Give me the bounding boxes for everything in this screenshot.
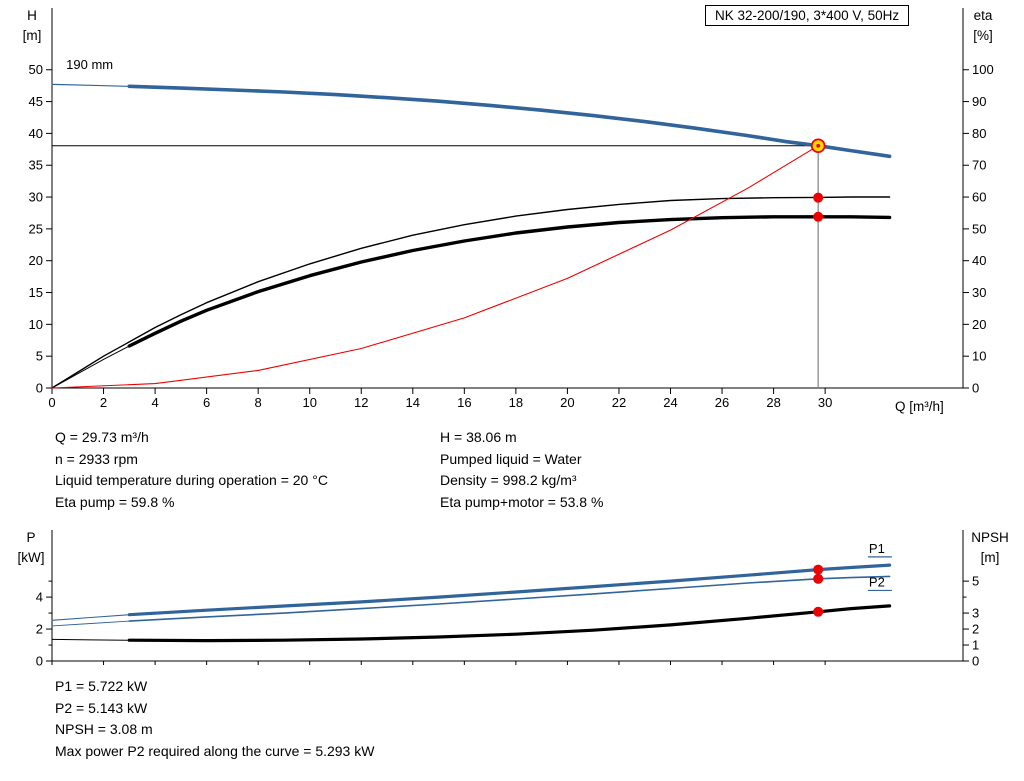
p2-curve-lead xyxy=(51,620,130,627)
duty-info-left-column: Q = 29.73 m³/h n = 2933 rpm Liquid tempe… xyxy=(55,427,328,513)
duty-point-center xyxy=(816,143,821,148)
power_chart-yleft-label: 2 xyxy=(36,622,43,637)
info-flow: Q = 29.73 m³/h xyxy=(55,429,149,445)
eta-pump-point xyxy=(813,192,824,203)
qh_chart-x-label: 6 xyxy=(203,395,210,410)
p2-curve xyxy=(128,575,891,622)
qh_chart-x-label: 22 xyxy=(612,395,626,410)
eta-axis-title: eta [%] xyxy=(960,6,1006,46)
qh_chart-yleft-label: 45 xyxy=(29,94,43,109)
qh_chart-yright-label: 20 xyxy=(972,317,986,332)
info-density: Density = 998.2 kg/m³ xyxy=(440,472,577,488)
p1-label: P1 xyxy=(869,541,885,556)
p-axis-title: P [kW] xyxy=(8,528,54,568)
qh-curve xyxy=(127,84,892,159)
eta-pump-motor-curve-lead xyxy=(51,345,130,389)
pump-model-title: NK 32-200/190, 3*400 V, 50Hz xyxy=(705,5,910,26)
eta-pump-curve xyxy=(51,196,891,389)
info-p1: P1 = 5.722 kW xyxy=(55,678,148,694)
qh_chart-x-label: 24 xyxy=(663,395,677,410)
qh_chart-yleft-label: 35 xyxy=(29,158,43,173)
qh_chart-x-label: 2 xyxy=(100,395,107,410)
power_chart-yright-label: 3 xyxy=(972,606,979,621)
qh_chart-yleft-label: 15 xyxy=(29,285,43,300)
qh_chart-yright-label: 90 xyxy=(972,94,986,109)
qh_chart-yright-label: 60 xyxy=(972,190,986,205)
qh-curve-lead xyxy=(51,83,133,88)
qh_chart-yright-label: 0 xyxy=(972,381,979,396)
qh_chart-x-label: 12 xyxy=(354,395,368,410)
qh_chart-yright-label: 40 xyxy=(972,253,986,268)
system-curve xyxy=(51,145,819,389)
p1-curve xyxy=(127,563,892,617)
qh_chart-x-label: 10 xyxy=(302,395,316,410)
qh_chart-x-label: 0 xyxy=(48,395,55,410)
power_chart-yright-label: 2 xyxy=(972,622,979,637)
npsh-curve xyxy=(127,604,892,643)
power_chart-yright-label: 5 xyxy=(972,574,979,589)
qh_chart-yleft-label: 30 xyxy=(29,190,43,205)
duty-info-right-column: H = 38.06 m Pumped liquid = Water Densit… xyxy=(440,427,603,513)
qh_chart-x-label: 16 xyxy=(457,395,471,410)
info-head: H = 38.06 m xyxy=(440,429,517,445)
qh_chart-yright-label: 100 xyxy=(972,62,994,77)
power_chart-yleft-label: 0 xyxy=(36,654,43,669)
info-npsh: NPSH = 3.08 m xyxy=(55,721,153,737)
info-eta-pump: Eta pump = 59.8 % xyxy=(55,493,175,510)
npsh-axis-title: NPSH [m] xyxy=(962,528,1018,568)
qh_chart-yright-label: 50 xyxy=(972,221,986,236)
qh_chart-yleft-label: 10 xyxy=(29,317,43,332)
info-p2: P2 = 5.143 kW xyxy=(55,699,148,716)
qh_chart-x-label: 20 xyxy=(560,395,574,410)
power_chart-yleft-label: 4 xyxy=(36,590,43,605)
qh_chart-x-label: 8 xyxy=(255,395,262,410)
qh_chart-yleft-label: 0 xyxy=(36,381,43,396)
qh_chart-yright-label: 30 xyxy=(972,285,986,300)
h-axis-title: H [m] xyxy=(10,6,54,46)
h-axis-title-symbol: H xyxy=(27,8,37,23)
p2-point xyxy=(813,573,824,584)
qh_chart-x-label: 28 xyxy=(766,395,780,410)
power-info-block: P1 = 5.722 kW P2 = 5.143 kW NPSH = 3.08 … xyxy=(55,676,374,762)
qh_chart-x-label: 4 xyxy=(151,395,158,410)
npsh-point xyxy=(813,606,824,617)
info-liquid-temperature: Liquid temperature during operation = 20… xyxy=(55,472,328,488)
eta-axis-title-unit: [%] xyxy=(973,28,993,43)
eta-pump-motor-curve xyxy=(127,215,892,348)
eta-pump-motor-point xyxy=(813,211,824,222)
power_chart-yright-label: 1 xyxy=(972,638,979,653)
qh_chart-yright-label: 80 xyxy=(972,126,986,141)
qh_chart-x-label: 26 xyxy=(715,395,729,410)
qh_chart-yleft-label: 50 xyxy=(29,62,43,77)
npsh-axis-title-unit: [m] xyxy=(980,550,1000,565)
qh_chart-x-label: 14 xyxy=(406,395,420,410)
p1-point xyxy=(813,564,824,575)
info-speed: n = 2933 rpm xyxy=(55,450,138,467)
qh_chart-yleft-label: 20 xyxy=(29,253,43,268)
q-axis-title: Q [m³/h] xyxy=(895,399,944,414)
p-axis-title-symbol: P xyxy=(26,530,36,545)
qh_chart-yleft-label: 5 xyxy=(36,349,43,364)
qh_chart-yleft-label: 25 xyxy=(29,221,43,236)
qh_chart-yleft-label: 40 xyxy=(29,126,43,141)
qh_chart-yright-label: 70 xyxy=(972,158,986,173)
p1-curve-lead xyxy=(51,614,130,621)
impeller-diameter-label: 190 mm xyxy=(66,57,113,72)
info-pumped-liquid: Pumped liquid = Water xyxy=(440,450,582,467)
npsh-curve-lead xyxy=(51,638,130,641)
info-max-power: Max power P2 required along the curve = … xyxy=(55,742,375,759)
qh_chart-x-label: 30 xyxy=(818,395,832,410)
info-eta-pump-motor: Eta pump+motor = 53.8 % xyxy=(440,493,604,510)
p-axis-title-unit: [kW] xyxy=(17,550,45,565)
power_chart-yright-label: 0 xyxy=(972,654,979,669)
npsh-axis-title-symbol: NPSH xyxy=(971,530,1009,545)
p2-label: P2 xyxy=(869,574,885,589)
qh_chart-x-label: 18 xyxy=(509,395,523,410)
qh_chart-yright-label: 10 xyxy=(972,349,986,364)
h-axis-title-unit: [m] xyxy=(22,28,42,43)
eta-axis-title-symbol: eta xyxy=(973,8,993,23)
